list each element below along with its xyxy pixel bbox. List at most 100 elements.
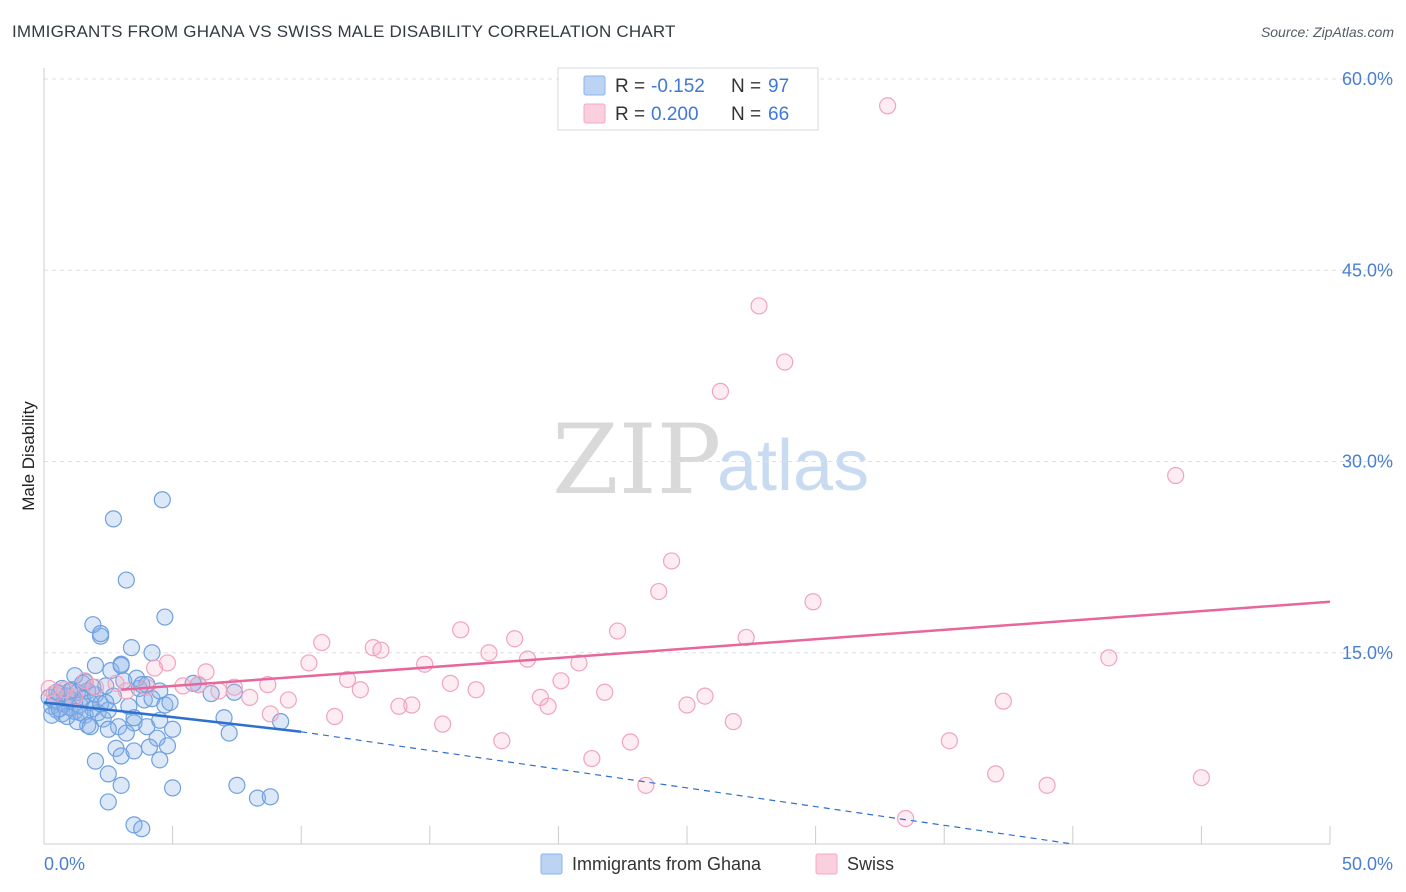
data-point-ghana — [99, 765, 117, 783]
data-point-swiss — [696, 687, 714, 705]
data-point-swiss — [441, 674, 459, 692]
y-tick-labels: 15.0% 30.0% 45.0% 60.0% — [1342, 69, 1393, 663]
data-point-swiss — [158, 654, 177, 672]
data-point-swiss — [711, 382, 730, 400]
data-point-swiss — [678, 696, 696, 714]
trend-lines — [43, 600, 1331, 845]
data-point-ghana — [104, 510, 123, 528]
data-point-swiss — [493, 732, 511, 750]
x-ticks — [43, 826, 1331, 844]
data-point-swiss — [552, 672, 570, 690]
data-point-swiss — [434, 715, 452, 733]
data-point-swiss — [416, 655, 434, 673]
data-point-ghana — [91, 625, 110, 643]
data-point-swiss — [313, 633, 331, 652]
data-point-ghana — [99, 793, 117, 811]
data-point-ghana — [248, 789, 267, 807]
data-point-swiss — [879, 97, 897, 115]
data-point-swiss — [338, 670, 357, 689]
grid-lines — [44, 78, 1393, 654]
data-point-ghana — [71, 704, 89, 722]
data-point-ghana — [66, 667, 84, 685]
y-tick-label: 60.0% — [1342, 69, 1393, 89]
data-point-swiss — [241, 688, 259, 706]
data-point-ghana — [220, 724, 238, 742]
data-point-swiss — [390, 697, 408, 715]
data-point-swiss — [940, 732, 958, 750]
data-point-swiss — [994, 692, 1012, 710]
x-tick-label-max: 50.0% — [1342, 854, 1393, 874]
legend-n-value-swiss: 66 — [768, 104, 789, 125]
data-point-swiss — [897, 809, 915, 828]
data-point-swiss — [210, 682, 228, 700]
y-tick-label: 15.0% — [1342, 643, 1393, 663]
data-point-swiss — [650, 582, 668, 601]
data-point-ghana — [117, 724, 135, 742]
data-point-swiss — [608, 622, 627, 640]
y-axis-label: Male Disability — [19, 401, 38, 511]
data-point-swiss — [539, 697, 557, 715]
data-point-ghana — [112, 776, 130, 794]
data-point-ghana — [164, 720, 182, 738]
legend-swatch-ghana — [583, 75, 606, 96]
data-point-swiss — [750, 297, 768, 315]
data-point-swiss — [1038, 776, 1056, 794]
data-point-swiss — [804, 593, 822, 611]
legend-r-value-swiss: 0.200 — [651, 104, 699, 125]
y-tick-label: 45.0% — [1342, 260, 1393, 280]
data-point-ghana — [125, 816, 143, 834]
data-point-swiss — [326, 707, 344, 726]
data-point-swiss — [776, 353, 794, 371]
data-point-ghana — [140, 738, 159, 756]
data-point-swiss — [987, 765, 1005, 783]
legend-r-label-swiss: R = — [615, 104, 645, 125]
data-point-swiss — [145, 659, 164, 677]
legend-r-label-ghana: R = — [615, 76, 645, 97]
source-credit: Source: ZipAtlas.com — [1260, 24, 1394, 40]
data-point-swiss — [45, 684, 63, 703]
data-point-ghana — [261, 788, 279, 806]
data-point-swiss — [621, 733, 640, 751]
data-point-swiss — [452, 621, 470, 639]
data-point-ghana — [143, 644, 161, 662]
data-point-ghana — [228, 776, 246, 794]
data-point-swiss — [403, 696, 421, 714]
data-point-swiss — [596, 683, 614, 701]
watermark-atlas: atlas — [717, 426, 869, 506]
data-point-swiss — [351, 681, 369, 699]
data-point-swiss — [76, 672, 94, 690]
legend-n-label-ghana: N = — [731, 76, 761, 97]
legend-n-value-ghana: 97 — [768, 76, 789, 97]
data-point-swiss — [259, 676, 277, 694]
data-point-ghana — [94, 710, 112, 728]
data-point-ghana — [133, 820, 151, 838]
chart-title: IMMIGRANTS FROM GHANA VS SWISS MALE DISA… — [12, 22, 676, 41]
data-point-swiss — [372, 641, 390, 659]
data-point-ghana — [86, 656, 105, 675]
data-point-swiss — [570, 654, 588, 672]
data-point-ghana — [153, 491, 171, 509]
data-point-swiss — [261, 705, 279, 723]
trend-line-ghana — [43, 701, 302, 734]
data-point-ghana — [99, 720, 117, 738]
bottom-legend-label-swiss: Swiss — [847, 854, 894, 874]
bottom-legend-swatch-swiss — [815, 853, 838, 875]
data-point-swiss — [1167, 466, 1185, 485]
data-point-swiss — [86, 678, 105, 696]
legend-swatch-swiss — [583, 103, 606, 124]
data-point-swiss — [197, 663, 215, 681]
data-point-swiss — [279, 691, 297, 709]
data-point-ghana — [151, 751, 169, 769]
data-point-swiss — [300, 654, 318, 672]
legend-r-value-ghana: -0.152 — [651, 76, 705, 97]
data-point-swiss — [583, 749, 601, 768]
data-point-swiss — [637, 776, 655, 794]
series-swiss-points — [40, 97, 1211, 828]
bottom-legend-label-ghana: Immigrants from Ghana — [572, 854, 762, 874]
data-point-swiss — [724, 712, 742, 731]
data-point-ghana — [158, 737, 177, 755]
data-point-swiss — [225, 678, 243, 696]
data-point-swiss — [66, 688, 84, 706]
bottom-legend: Immigrants from Ghana Swiss — [540, 853, 894, 875]
